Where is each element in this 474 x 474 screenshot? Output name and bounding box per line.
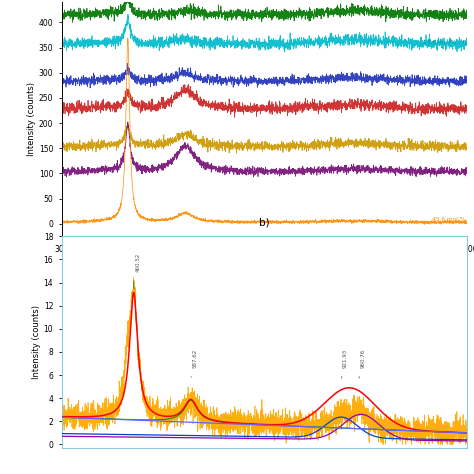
Text: 34.7 mo.l%: 34.7 mo.l% — [432, 107, 466, 111]
Text: 23.6 mo.l% - A: 23.6 mo.l% - A — [423, 10, 466, 15]
Text: 587.62: 587.62 — [192, 349, 198, 368]
Text: 45.6 mol.%: 45.6 mol.% — [432, 217, 466, 222]
Text: 921.93: 921.93 — [343, 349, 348, 368]
Text: 39.4 mo.l% - A: 39.4 mo.l% - A — [423, 142, 466, 147]
Y-axis label: Intensity (counts): Intensity (counts) — [27, 82, 36, 156]
Text: 39.4 mo.l% - B: 39.4 mo.l% - B — [423, 169, 466, 174]
Text: 23.6 mo.l% - B: 23.6 mo.l% - B — [423, 40, 466, 45]
Text: 23.6 mo.l% - B: 23.6 mo.l% - B — [423, 79, 466, 84]
X-axis label: Raman shift (cm⁻¹): Raman shift (cm⁻¹) — [221, 256, 307, 265]
Y-axis label: Intensity (counts): Intensity (counts) — [32, 305, 41, 379]
Text: 960.76: 960.76 — [361, 349, 365, 368]
Text: 460.52: 460.52 — [135, 253, 140, 272]
Text: b): b) — [259, 218, 270, 228]
